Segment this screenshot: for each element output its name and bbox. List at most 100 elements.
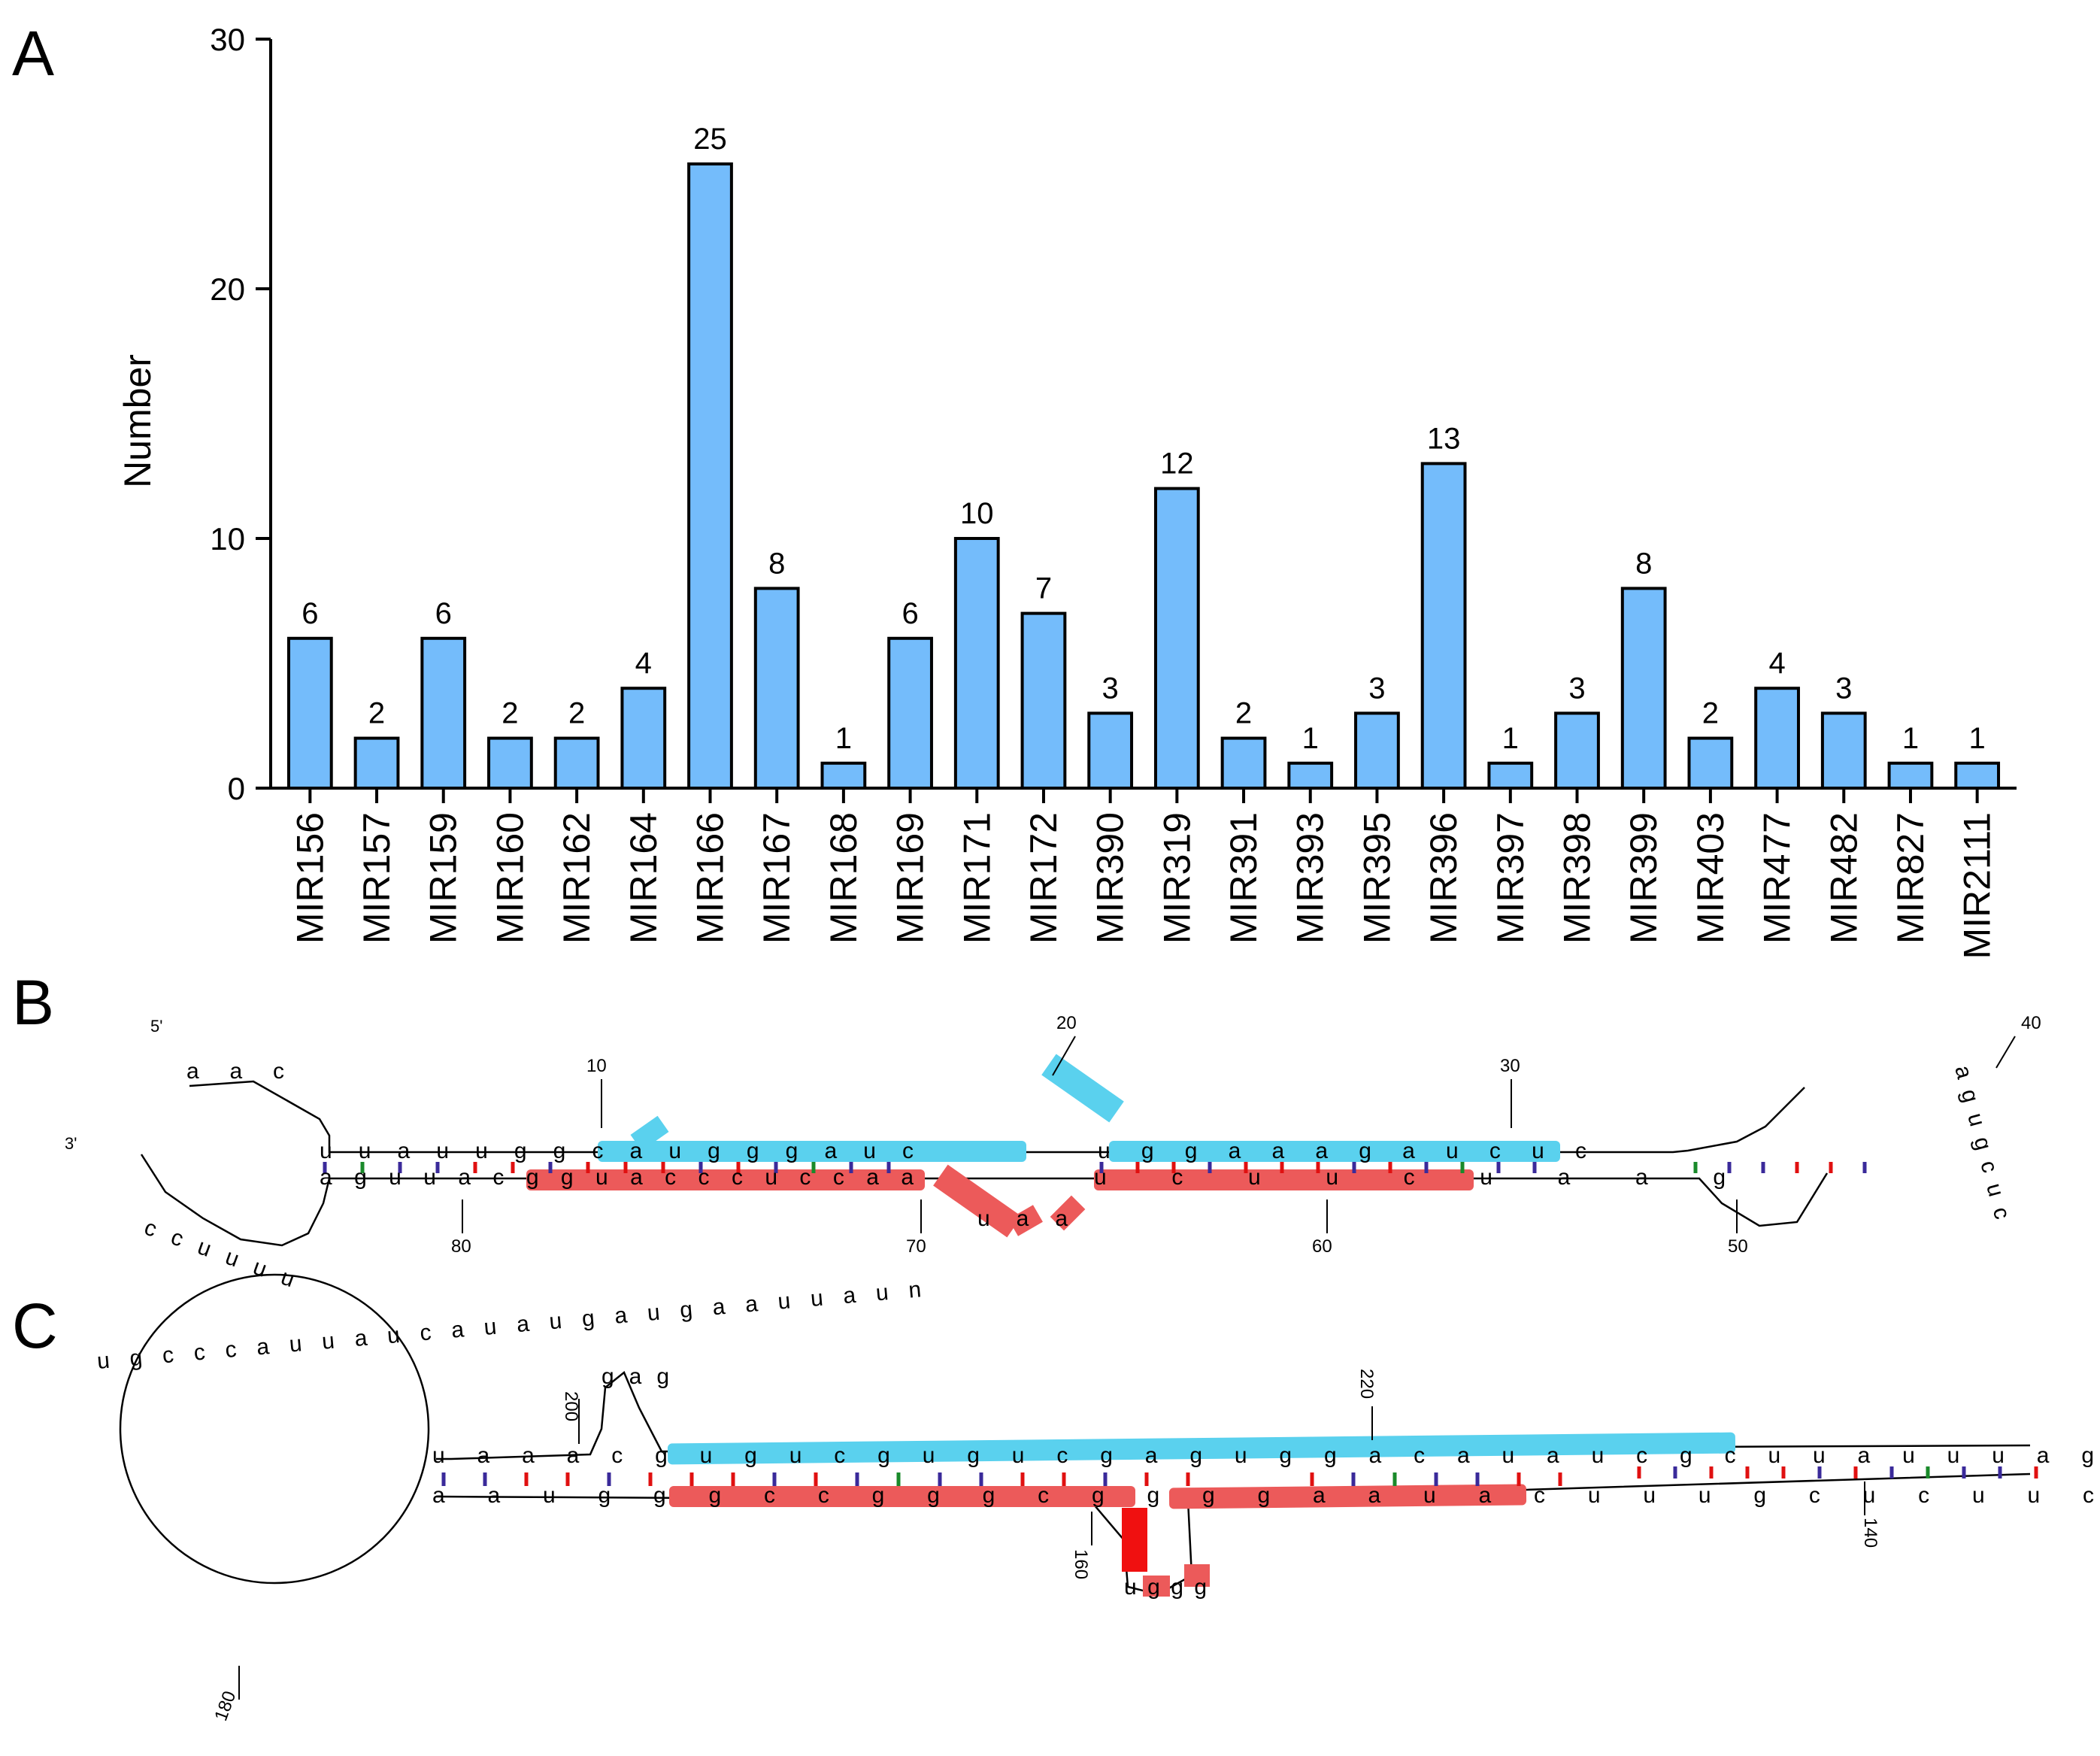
value-label: 6 xyxy=(302,597,318,630)
x-category-label: MIR397 xyxy=(1489,812,1532,944)
value-label: 2 xyxy=(368,697,385,730)
x-category-label: MIR166 xyxy=(689,812,732,944)
value-label: 1 xyxy=(835,722,852,755)
x-category-label: MIR398 xyxy=(1556,812,1598,944)
value-label: 4 xyxy=(635,647,652,680)
hairpin-loop-c: gag xyxy=(602,1364,669,1389)
value-label: 25 xyxy=(693,123,727,156)
bar-mir395 xyxy=(1354,711,1400,790)
value-label: 3 xyxy=(1568,672,1585,705)
bar-mir403 xyxy=(1687,736,1734,790)
x-category-label: MIR157 xyxy=(356,812,398,944)
value-label: 8 xyxy=(768,547,785,580)
position-tick xyxy=(1052,1036,1076,1076)
value-label: 1 xyxy=(1969,722,1986,755)
x-category-label: MIR169 xyxy=(889,812,932,944)
five-prime-label-b: 5' xyxy=(150,1017,162,1036)
backbone-c-top xyxy=(436,1370,2031,1460)
value-label: 1 xyxy=(1902,722,1919,755)
bar-mir162 xyxy=(553,736,600,790)
value-label: 2 xyxy=(1235,697,1252,730)
value-label: 2 xyxy=(1702,697,1719,730)
x-category-label: MIR159 xyxy=(423,812,465,944)
x-category-label: MIR482 xyxy=(1823,812,1865,944)
value-label: 2 xyxy=(502,697,518,730)
position-number: 180 xyxy=(211,1688,240,1724)
value-label: 6 xyxy=(902,597,918,630)
position-numbers-b: 10 20 30 40 50 60 70 80 xyxy=(451,1013,2041,1257)
x-category-label: MIR167 xyxy=(756,812,798,944)
bar-mir827 xyxy=(1887,761,1934,790)
bar-mir167 xyxy=(753,587,800,790)
bar-mir390 xyxy=(1087,711,1134,790)
bar-mir482 xyxy=(1820,711,1867,790)
position-numbers-c: 200 220 160 140 180 xyxy=(211,1369,1880,1724)
y-tick-label: 30 xyxy=(210,22,245,57)
bar-mir391 xyxy=(1220,736,1267,790)
bar-mir157 xyxy=(353,736,400,790)
position-number: 10 xyxy=(586,1056,607,1076)
mirna-highlight xyxy=(526,1164,1474,1238)
position-number: 140 xyxy=(1860,1518,1880,1548)
bar-mir172 xyxy=(1020,611,1067,790)
bar-mir171 xyxy=(953,537,1000,790)
value-label: 2 xyxy=(568,697,585,730)
structure-b: uuauuggcaugggauc aguuacgguacccuccaa ugga… xyxy=(65,1013,2041,1292)
loop-5p-b: aac xyxy=(186,1059,284,1084)
value-label: 10 xyxy=(960,497,994,530)
position-number: 50 xyxy=(1728,1236,1748,1257)
x-category-label: MIR160 xyxy=(489,812,531,944)
x-category-label: MIR396 xyxy=(1423,812,1465,944)
bar-mir393 xyxy=(1287,761,1334,790)
stem-bottom-c: aaugggccgggcggggaauacuuugcucuuc xyxy=(432,1483,2094,1508)
bar-mir398 xyxy=(1554,711,1600,790)
value-label: 3 xyxy=(1102,672,1119,705)
position-number: 200 xyxy=(561,1391,581,1421)
base-pairs-c xyxy=(441,1466,2038,1486)
bar-mir396 xyxy=(1420,462,1467,790)
bar-mir160 xyxy=(487,736,533,790)
position-number: 40 xyxy=(2021,1013,2041,1033)
position-number: 20 xyxy=(1056,1013,1077,1033)
x-category-label: MIR399 xyxy=(1623,812,1665,944)
panel-label-c: C xyxy=(12,1290,58,1361)
value-label: 13 xyxy=(1427,422,1461,455)
value-label: 12 xyxy=(1160,447,1194,481)
position-number: 60 xyxy=(1312,1236,1332,1257)
x-category-label: MIR164 xyxy=(623,812,665,944)
position-number: 30 xyxy=(1500,1056,1520,1076)
x-category-label: MIR156 xyxy=(289,812,331,944)
three-prime-label-b: 3' xyxy=(65,1134,77,1153)
bar-mir159 xyxy=(420,636,467,790)
x-category-label: MIR2111 xyxy=(1956,812,1998,959)
terminal-loop-letters-c: ugcccauuaucauaugaugaauuaun xyxy=(96,1277,923,1374)
x-category-label: MIR391 xyxy=(1223,812,1265,944)
base-pairs-b xyxy=(323,1162,1867,1173)
x-category-label: MIR403 xyxy=(1689,812,1732,944)
bar-mir168 xyxy=(820,761,867,790)
structure-c: uaaacgugucgugucgaguggacauaucgcuuauuuag a… xyxy=(96,1273,2094,1724)
bar-mir164 xyxy=(620,687,667,790)
apical-loop-b: agugcuc xyxy=(1950,1063,2014,1221)
bar-mir2111 xyxy=(1954,761,2001,790)
y-tick-label: 10 xyxy=(210,521,245,557)
x-category-label: MIR162 xyxy=(556,812,598,944)
bar-chart: Number 0 10 20 30 6 MIR156 2 MIR157 6 MIR159 2 MIR… xyxy=(117,22,2017,959)
x-category-label: MIR168 xyxy=(823,812,865,944)
bar-mir477 xyxy=(1754,687,1800,790)
position-tick xyxy=(1995,1036,2016,1069)
y-tick-label: 0 xyxy=(228,771,245,806)
x-category-label: MIR172 xyxy=(1023,812,1065,944)
value-label: 3 xyxy=(1835,672,1852,705)
x-category-label: MIR171 xyxy=(956,812,998,944)
value-label: 4 xyxy=(1768,647,1785,680)
x-category-label: MIR395 xyxy=(1356,812,1398,944)
x-category-label: MIR319 xyxy=(1156,812,1198,944)
value-label: 3 xyxy=(1368,672,1385,705)
mirna-star-highlight-c xyxy=(667,1432,1736,1465)
terminal-loop-c xyxy=(119,1273,430,1585)
x-category-label: MIR477 xyxy=(1756,812,1798,944)
position-number: 70 xyxy=(906,1236,926,1257)
x-category-label: MIR827 xyxy=(1889,812,1932,944)
bar-mir166 xyxy=(687,162,733,790)
